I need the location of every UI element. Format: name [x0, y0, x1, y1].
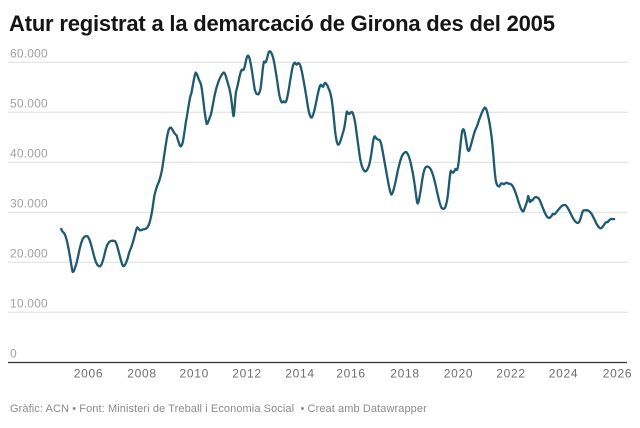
svg-text:2010: 2010: [180, 367, 210, 381]
svg-text:2016: 2016: [336, 367, 366, 381]
svg-text:2006: 2006: [74, 367, 104, 381]
svg-text:2014: 2014: [285, 367, 315, 381]
svg-text:60.000: 60.000: [10, 47, 48, 61]
svg-text:40.000: 40.000: [10, 147, 48, 161]
svg-text:2026: 2026: [603, 367, 633, 381]
svg-text:2024: 2024: [549, 367, 579, 381]
svg-text:30.000: 30.000: [10, 197, 48, 211]
svg-text:20.000: 20.000: [10, 247, 48, 261]
svg-text:2020: 2020: [444, 367, 474, 381]
svg-text:50.000: 50.000: [10, 97, 48, 111]
svg-text:2008: 2008: [127, 367, 157, 381]
svg-text:2012: 2012: [232, 367, 262, 381]
svg-text:2022: 2022: [496, 367, 526, 381]
svg-text:2018: 2018: [390, 367, 420, 381]
svg-text:10.000: 10.000: [10, 297, 48, 311]
svg-text:0: 0: [10, 346, 17, 360]
